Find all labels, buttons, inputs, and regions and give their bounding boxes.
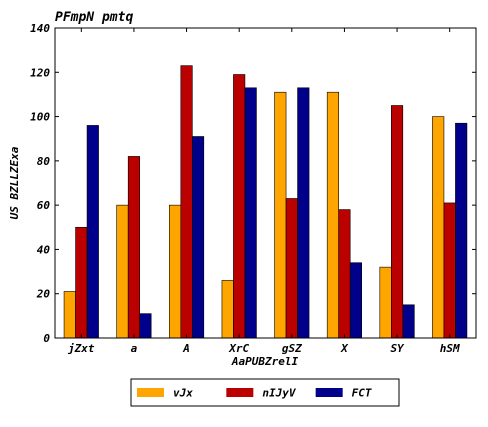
- x-tick-label-A: A: [182, 342, 190, 355]
- y-tick-label-60: 60: [37, 199, 51, 212]
- bar-FCT-XrC: [244, 87, 257, 339]
- bar-nIJyV-XrC: [233, 74, 246, 339]
- y-tick-label-0: 0: [43, 332, 50, 345]
- bar-vJx-A: [169, 204, 182, 339]
- x-tick-label-SY: SY: [390, 342, 405, 355]
- y-tick-label-80: 80: [37, 155, 51, 168]
- bar-nIJyV-hSM: [443, 202, 456, 339]
- legend-label-FCT: FCT: [352, 387, 372, 400]
- bar-vJx-hSM: [432, 116, 445, 339]
- x-tick-label-hSM: hSM: [440, 342, 460, 355]
- bar-nIJyV-gSZ: [285, 198, 298, 339]
- y-tick-label-40: 40: [37, 243, 51, 256]
- y-tick-label-140: 140: [30, 22, 50, 35]
- x-tick-label-a: a: [131, 342, 138, 355]
- bar-nIJyV-SY: [391, 105, 404, 339]
- chart-title: PFmpN pmtq: [55, 10, 133, 25]
- x-tick-label-X: X: [340, 342, 349, 355]
- legend-label-vJx: vJx: [173, 387, 193, 400]
- y-tick-label-100: 100: [30, 111, 50, 124]
- y-tick-label-120: 120: [30, 66, 50, 79]
- legend-swatch-vJx: [137, 388, 164, 397]
- plot-frame: [54, 27, 477, 339]
- bar-FCT-hSM: [455, 122, 468, 339]
- bar-nIJyV-a: [127, 156, 140, 339]
- bar-nIJyV-jZxt: [75, 226, 88, 339]
- bar-nIJyV-A: [180, 65, 193, 339]
- plot-area: 0 20 40 60 80 100 120 140 jZxt a A XrC gSZ X SY hSM: [30, 22, 477, 355]
- bar-vJx-jZxt: [63, 291, 76, 339]
- bar-nIJyV-X: [338, 209, 351, 339]
- bar-FCT-jZxt: [86, 125, 99, 339]
- legend: vJx nIJyV FCT: [130, 378, 400, 407]
- bar-FCT-gSZ: [297, 87, 310, 339]
- x-tick-label-jZxt: jZxt: [67, 342, 95, 355]
- legend-swatch-nIJyV: [226, 388, 254, 397]
- y-tick-label-20: 20: [36, 288, 51, 301]
- legend-frame: [130, 378, 400, 407]
- bar-FCT-X: [349, 262, 362, 339]
- x-tick-label-gSZ: gSZ: [282, 342, 302, 355]
- bar-vJx-X: [326, 91, 339, 339]
- bar-FCT-A: [192, 136, 205, 339]
- legend-swatch-FCT: [315, 388, 343, 397]
- bar-vJx-XrC: [221, 280, 234, 339]
- x-axis-label: AaPUBZrelI: [231, 355, 299, 368]
- bar-FCT-SY: [402, 304, 415, 339]
- bar-vJx-gSZ: [274, 91, 287, 339]
- x-tick-label-XrC: XrC: [228, 342, 249, 355]
- legend-label-nIJyV: nIJyV: [262, 387, 296, 400]
- y-axis-label: US BZLLZExa: [8, 146, 21, 219]
- bar-vJx-SY: [379, 266, 392, 339]
- bar-FCT-a: [139, 313, 152, 339]
- bar-vJx-a: [116, 204, 129, 339]
